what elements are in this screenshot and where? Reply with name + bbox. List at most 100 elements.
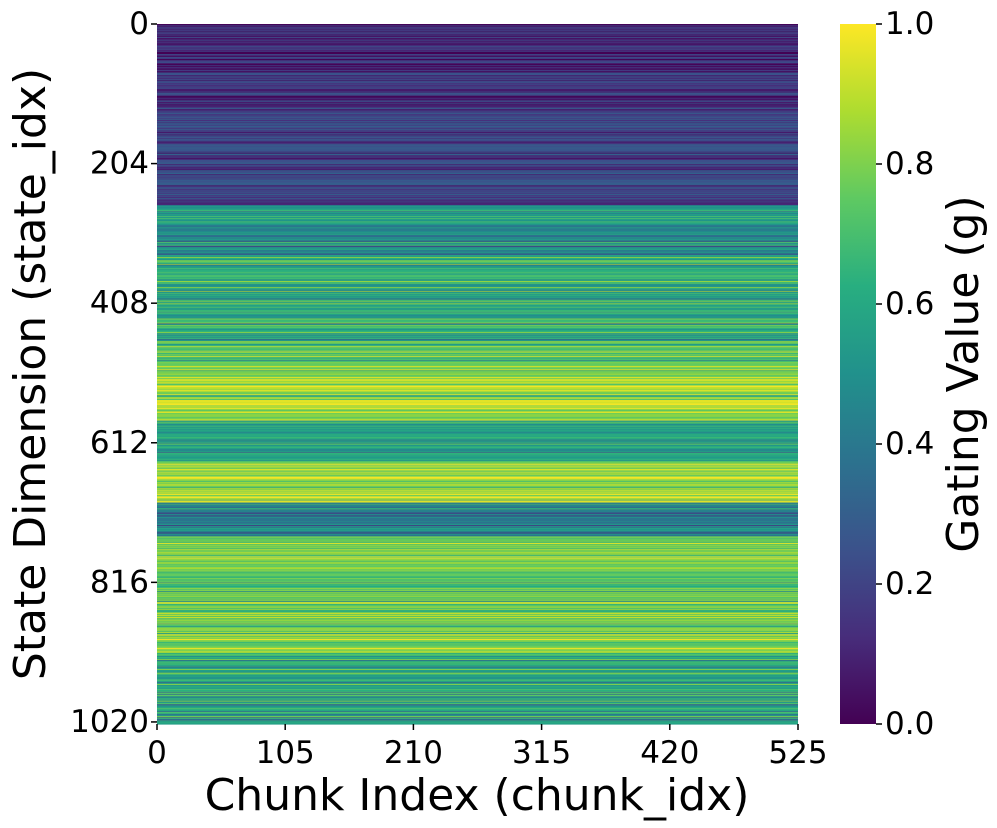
heatmap-row	[157, 458, 798, 461]
heatmap-row	[157, 559, 798, 562]
heatmap-row	[157, 572, 798, 574]
heatmap-row	[157, 552, 798, 554]
heatmap-row	[157, 248, 798, 251]
heatmap-row	[157, 505, 798, 508]
heatmap-row	[157, 477, 798, 480]
heatmap-row	[157, 96, 798, 98]
heatmap-row	[157, 532, 798, 534]
heatmap-row	[157, 534, 798, 536]
heatmap-row	[157, 411, 798, 413]
heatmap-row	[157, 572, 798, 575]
heatmap-row	[157, 422, 798, 424]
heatmap-row	[157, 622, 798, 625]
heatmap-row	[157, 633, 798, 635]
heatmap-row	[157, 648, 798, 651]
heatmap-row	[157, 173, 798, 175]
heatmap-row	[157, 307, 798, 309]
heatmap-row	[157, 406, 798, 408]
heatmap-row	[157, 86, 798, 88]
heatmap-row	[157, 351, 798, 353]
heatmap-row	[157, 196, 798, 199]
heatmap-row	[157, 677, 798, 679]
heatmap-row	[157, 138, 798, 140]
heatmap-row	[157, 203, 798, 205]
heatmap-row	[157, 301, 798, 303]
heatmap-row	[157, 607, 798, 609]
heatmap-row	[157, 378, 798, 381]
heatmap-row	[157, 475, 798, 477]
heatmap-row	[157, 543, 798, 545]
heatmap-row	[157, 111, 798, 113]
heatmap-row	[157, 97, 798, 100]
heatmap-row	[157, 215, 798, 217]
heatmap-row	[157, 490, 798, 492]
heatmap-row	[157, 367, 798, 370]
heatmap-row	[157, 693, 798, 695]
heatmap-row	[157, 62, 798, 65]
heatmap-row	[157, 207, 798, 209]
x-axis: 0 105 210 315 420 525	[147, 724, 828, 771]
heatmap-row	[157, 39, 798, 41]
heatmap-row	[157, 573, 798, 575]
heatmap-row	[157, 379, 798, 381]
heatmap-row	[157, 117, 798, 119]
heatmap-row	[157, 48, 798, 50]
heatmap-row	[157, 365, 798, 367]
heatmap-row	[157, 120, 798, 122]
heatmap-row	[157, 211, 798, 213]
heatmap-row	[157, 151, 798, 153]
x-tick-label: 525	[768, 735, 827, 771]
heatmap-row	[157, 56, 798, 58]
heatmap-row	[157, 166, 798, 169]
heatmap-row	[157, 449, 798, 452]
heatmap-row	[157, 548, 798, 550]
heatmap-row	[157, 427, 798, 429]
heatmap-row	[157, 575, 798, 577]
heatmap-row	[157, 101, 798, 104]
heatmap-row	[157, 238, 798, 240]
heatmap-row	[157, 88, 798, 90]
heatmap-row	[157, 558, 798, 560]
heatmap-row	[157, 613, 798, 615]
heatmap-row	[157, 380, 798, 382]
heatmap-row	[157, 389, 798, 392]
heatmap-row	[157, 484, 798, 486]
heatmap-row	[157, 551, 798, 553]
heatmap-row	[157, 272, 798, 274]
heatmap-row	[157, 631, 798, 633]
heatmap-row	[157, 300, 798, 303]
heatmap-row	[157, 304, 798, 307]
heatmap-row	[157, 418, 798, 420]
heatmap-row	[157, 350, 798, 353]
heatmap-row	[157, 497, 798, 500]
heatmap-row	[157, 640, 798, 642]
heatmap-row	[157, 47, 798, 49]
heatmap-row	[157, 237, 798, 240]
heatmap-row	[157, 25, 798, 27]
heatmap-row	[157, 518, 798, 521]
heatmap-row	[157, 685, 798, 688]
heatmap-row	[157, 410, 798, 413]
heatmap-row	[157, 252, 798, 254]
heatmap-row	[157, 65, 798, 67]
heatmap-row	[157, 393, 798, 395]
heatmap-row	[157, 395, 798, 398]
heatmap-row	[157, 34, 798, 37]
heatmap-row	[157, 233, 798, 236]
heatmap-row	[157, 224, 798, 227]
heatmap-row	[157, 205, 798, 207]
heatmap-row	[157, 375, 798, 377]
heatmap-row	[157, 316, 798, 318]
heatmap-row	[157, 103, 798, 106]
heatmap-row	[157, 341, 798, 344]
heatmap-row	[157, 462, 798, 464]
heatmap-row	[157, 681, 798, 683]
heatmap-row	[157, 56, 798, 59]
heatmap-row	[157, 545, 798, 547]
heatmap-row	[157, 67, 798, 69]
heatmap-row	[157, 676, 798, 679]
heatmap-row	[157, 169, 798, 171]
heatmap-row	[157, 689, 798, 691]
heatmap-row	[157, 93, 798, 95]
heatmap-row	[157, 639, 798, 641]
